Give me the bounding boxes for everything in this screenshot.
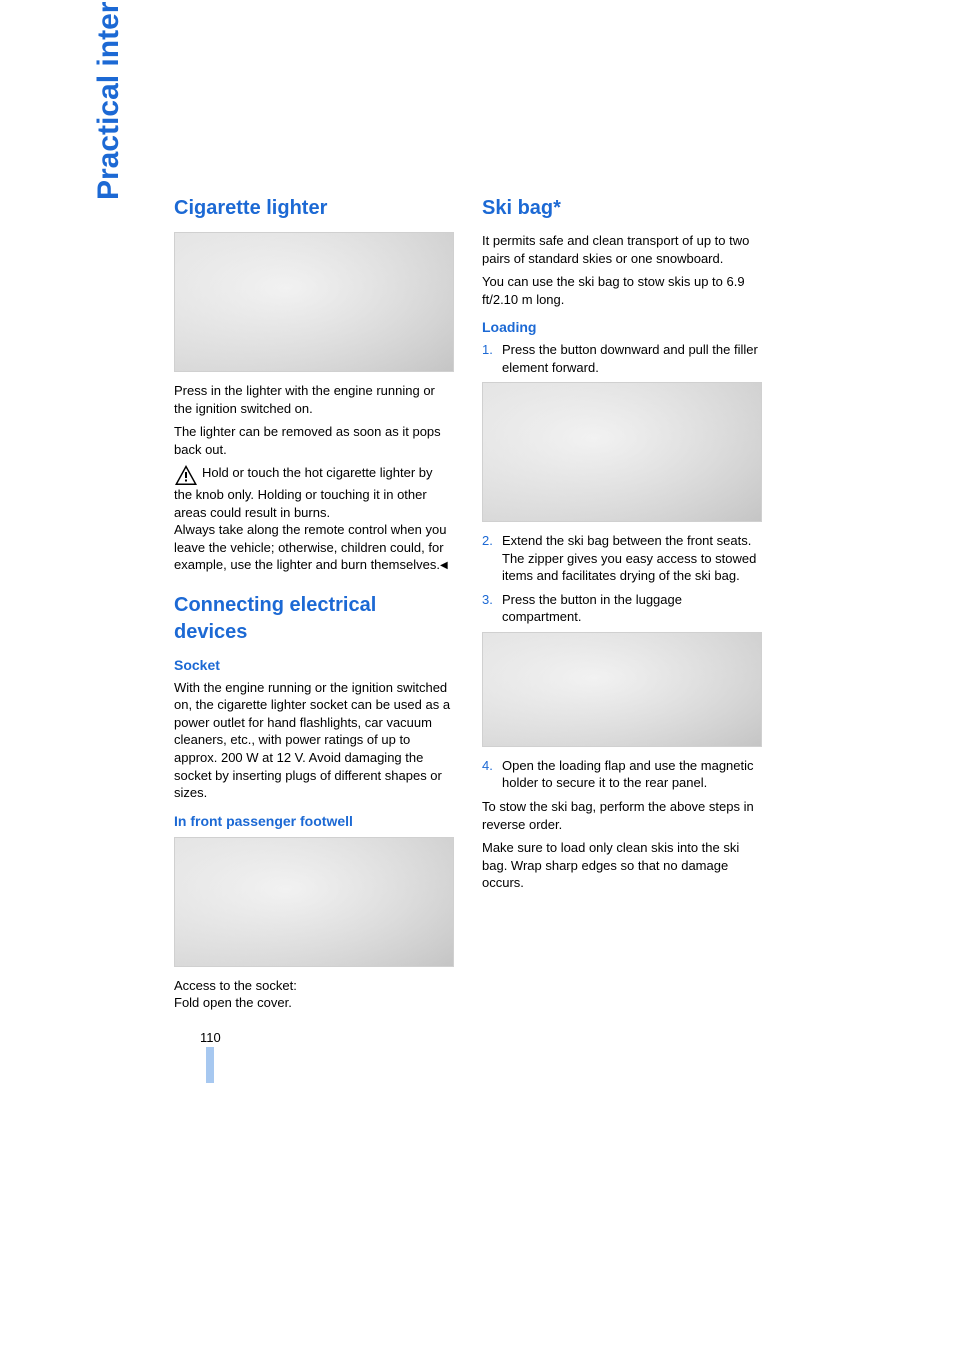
loading-steps-list-2: 2. Extend the ski bag between the front …: [482, 532, 762, 626]
step-number-2: 2.: [482, 532, 502, 585]
step-number-4: 4.: [482, 757, 502, 792]
connecting-devices-heading: Connecting electrical devices: [174, 592, 454, 646]
loading-steps-list: 1. Press the button downward and pull th…: [482, 341, 762, 376]
socket-heading: Socket: [174, 656, 454, 675]
cig-paragraph-2: The lighter can be removed as soon as it…: [174, 423, 454, 458]
ski-p1: It permits safe and clean transport of u…: [482, 232, 762, 267]
warning-text-2: Always take along the remote control whe…: [174, 521, 454, 574]
page-number-block: 110: [200, 1030, 221, 1083]
footwell-p1: Access to the socket:: [174, 977, 454, 995]
footwell-illustration: [174, 837, 454, 967]
warning-block: Hold or touch the hot cigarette lighter …: [174, 464, 454, 521]
page-content: Cigarette lighter Press in the lighter w…: [90, 195, 880, 1018]
step-3: 3. Press the button in the luggage compa…: [482, 591, 762, 626]
page-number-bar: [206, 1047, 214, 1083]
right-column: Ski bag* It permits safe and clean trans…: [482, 195, 762, 1018]
ski-p2: You can use the ski bag to stow skis up …: [482, 273, 762, 308]
cigarette-lighter-heading: Cigarette lighter: [174, 195, 454, 222]
loading-heading: Loading: [482, 318, 762, 337]
step-2: 2. Extend the ski bag between the front …: [482, 532, 762, 585]
loading-steps-list-3: 4. Open the loading flap and use the mag…: [482, 757, 762, 792]
socket-paragraph: With the engine running or the ignition …: [174, 679, 454, 802]
side-tab-label: Practical interior accessories: [92, 0, 126, 200]
page-number: 110: [200, 1030, 221, 1045]
ski-bag-seat-illustration: [482, 382, 762, 522]
cigarette-lighter-illustration: [174, 232, 454, 372]
warning-text-1: Hold or touch the hot cigarette lighter …: [174, 465, 433, 520]
warning-icon: [174, 464, 198, 486]
two-column-layout: Cigarette lighter Press in the lighter w…: [174, 195, 880, 1018]
step-4-text: Open the loading flap and use the magnet…: [502, 757, 762, 792]
step-3-text: Press the button in the luggage compartm…: [502, 591, 762, 626]
step-number-1: 1.: [482, 341, 502, 376]
step-1-text: Press the button downward and pull the f…: [502, 341, 762, 376]
footwell-heading: In front passenger footwell: [174, 812, 454, 831]
left-column: Cigarette lighter Press in the lighter w…: [174, 195, 454, 1018]
step-4: 4. Open the loading flap and use the mag…: [482, 757, 762, 792]
stow-paragraph: To stow the ski bag, perform the above s…: [482, 798, 762, 833]
ski-bag-button-illustration: [482, 632, 762, 747]
footwell-p2: Fold open the cover.: [174, 994, 454, 1012]
step-2-text: Extend the ski bag between the front sea…: [502, 532, 762, 585]
step-1: 1. Press the button downward and pull th…: [482, 341, 762, 376]
end-marker-icon: ◀: [440, 559, 448, 573]
cig-paragraph-1: Press in the lighter with the engine run…: [174, 382, 454, 417]
care-paragraph: Make sure to load only clean skis into t…: [482, 839, 762, 892]
ski-bag-heading: Ski bag*: [482, 195, 762, 222]
step-number-3: 3.: [482, 591, 502, 626]
warning-text-2-body: Always take along the remote control whe…: [174, 522, 446, 572]
